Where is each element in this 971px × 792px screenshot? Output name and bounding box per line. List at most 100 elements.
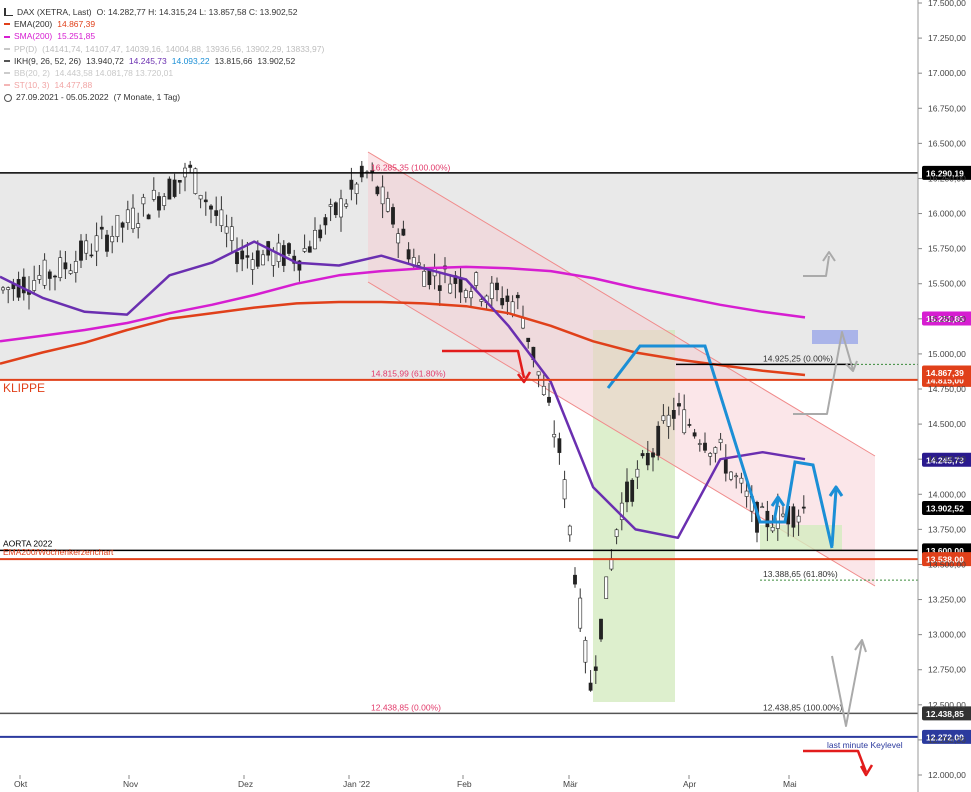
y-tick-label: 14.500,00 — [928, 419, 966, 429]
level-annotation: last minute Keylevel — [827, 740, 903, 750]
level-badge — [922, 552, 971, 567]
candle-body — [214, 210, 219, 216]
candle-body — [770, 526, 775, 532]
candle-body — [417, 262, 421, 266]
level-badge — [922, 706, 971, 721]
candle-body — [73, 261, 78, 273]
candle-body — [614, 529, 619, 537]
legend-period: (7 Monate, 1 Tag) — [113, 92, 181, 103]
y-tick-label: 16.500,00 — [928, 138, 966, 148]
candle-body — [47, 271, 52, 279]
legend-st-row: ST(10, 3) 14.477,88 — [4, 79, 324, 91]
price-badge — [922, 365, 971, 380]
candle-body — [630, 479, 635, 502]
candle-body — [339, 198, 343, 218]
candle-body — [515, 294, 520, 299]
candle-body — [6, 287, 11, 290]
y-tick-label: 14.250,00 — [928, 454, 966, 464]
candle-body — [760, 506, 765, 509]
candle-body — [245, 255, 250, 258]
blue-arrow-left — [772, 499, 780, 523]
candle-body — [588, 682, 593, 691]
legend-ikh-row: IKH(9, 26, 52, 26) 13.940,72 14.245,73 1… — [4, 55, 324, 67]
candle-body — [203, 199, 208, 203]
red-arrow-head-bottom — [859, 764, 874, 777]
legend-range: 27.09.2021 - 05.05.2022 — [16, 92, 109, 103]
y-tick-label: 15.500,00 — [928, 279, 966, 289]
level-badge-label: 12.438,85 — [926, 709, 964, 719]
candle-body — [157, 196, 161, 211]
price-badge-label: 15.251,85 — [926, 314, 964, 324]
bb-swatch — [4, 72, 10, 75]
candle-body — [354, 183, 359, 194]
y-tick-label: 16.250,00 — [928, 173, 966, 183]
fib-label: 12.438,85 (0.00%) — [371, 702, 441, 712]
candle-body — [313, 230, 317, 250]
candle-body — [573, 574, 577, 585]
legend-pp-label: PP(D) — [14, 43, 38, 54]
candle-body — [474, 272, 479, 286]
candle-body — [120, 222, 125, 228]
candle-body — [734, 475, 739, 478]
candle-body — [604, 576, 609, 599]
candle-body — [167, 178, 172, 200]
candle-body — [656, 425, 661, 456]
candle-body — [661, 415, 666, 421]
candle-body — [552, 434, 557, 438]
legend-sma-label: SMA(200) — [14, 31, 53, 42]
candle-body — [567, 525, 572, 536]
kijun-line — [606, 344, 834, 549]
grey-arrow-head-lower — [854, 639, 867, 653]
pp-swatch — [4, 47, 10, 50]
level-annotation: AORTA 2022 — [3, 538, 53, 548]
candle-body — [739, 477, 744, 484]
fib-label: 14.925,25 (0.00%) — [763, 353, 833, 363]
candle-body — [469, 291, 473, 299]
candle-body — [63, 262, 68, 270]
candle-body — [240, 250, 245, 260]
candle-body — [21, 276, 26, 294]
legend-ikh-v1: 13.940,72 — [86, 55, 124, 66]
candle-body — [385, 198, 390, 212]
candle-body — [619, 502, 624, 520]
candle-body — [578, 597, 583, 629]
grey-arrow-head-upper — [822, 251, 836, 262]
candle-body — [323, 217, 328, 226]
ema-line — [0, 300, 806, 377]
candle-body — [287, 243, 291, 254]
legend-ikh-v5: 13.902,52 — [257, 55, 296, 66]
candle-body — [677, 403, 681, 407]
x-tick-label: Okt — [14, 779, 28, 789]
clock-icon — [4, 93, 12, 102]
y-tick-label: 17.000,00 — [928, 68, 966, 78]
level-badge — [922, 729, 971, 744]
fib-label: 16.285,35 (100.00%) — [371, 162, 451, 172]
candle-body — [505, 295, 510, 302]
legend-ohlc: O: 14.282,77 H: 14.315,24 L: 13.857,58 C… — [96, 7, 298, 17]
candle-body — [692, 432, 697, 437]
candle-body — [599, 618, 603, 640]
candle-body — [640, 453, 645, 457]
candle-body — [99, 226, 104, 230]
red-arrow-head-klippe — [517, 371, 532, 384]
candle-body — [307, 246, 312, 253]
x-tick-label: Dez — [238, 779, 253, 789]
legend-range-row: 27.09.2021 - 05.05.2022 (7 Monate, 1 Tag… — [4, 91, 324, 103]
fib-zone-green — [593, 330, 675, 702]
y-tick-label: 13.500,00 — [928, 559, 966, 569]
candle-body — [708, 453, 713, 457]
ema-swatch — [4, 23, 10, 26]
candle-body — [479, 299, 484, 302]
candle-body — [84, 240, 89, 254]
x-tick-label: Feb — [457, 779, 472, 789]
level-badge-label: 16.290,19 — [926, 168, 964, 178]
legend-ema-label: EMA(200) — [14, 19, 53, 30]
candle-body — [448, 283, 453, 294]
y-tick-label: 12.000,00 — [928, 770, 966, 780]
candle-body — [68, 270, 73, 274]
chart-type-icon — [4, 8, 13, 17]
candle-body — [458, 277, 463, 293]
candle-body — [510, 301, 515, 315]
candle-body — [703, 442, 707, 451]
